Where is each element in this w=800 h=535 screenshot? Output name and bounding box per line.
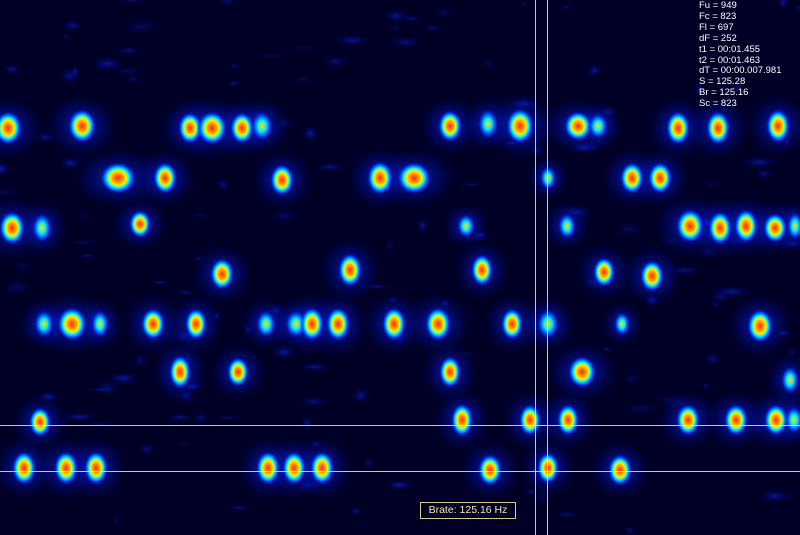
readout-row: dF = 252	[699, 32, 737, 44]
time-cursor-line-2[interactable]	[547, 0, 548, 535]
readout-row: Br = 125.16	[699, 87, 749, 99]
readout-row: Sc = 823	[699, 98, 737, 110]
readout-value: 949	[720, 0, 737, 11]
readout-label: t2	[699, 54, 707, 66]
readout-label: dT	[699, 65, 710, 77]
readout-label: Br	[699, 87, 709, 99]
brate-label: Brate: 125.16 Hz	[420, 502, 516, 519]
readout-row: Fc = 823	[699, 10, 737, 22]
readout-row: dT = 00:00.007.981	[699, 65, 782, 77]
readout-label: Fu	[699, 0, 711, 11]
readout-value: 252	[720, 32, 737, 44]
readout-label: t1	[699, 43, 707, 55]
frequency-cursor-lower[interactable]	[0, 471, 800, 472]
readout-value: 00:01.463	[717, 54, 761, 66]
readout-label: dF	[699, 32, 711, 44]
readout-row: Fu = 949	[699, 0, 737, 11]
spectrogram-energy	[0, 108, 800, 486]
readout-value: 125.28	[716, 76, 746, 88]
readout-label: S	[699, 76, 706, 88]
readout-value: 697	[717, 21, 734, 33]
readout-row: t2 = 00:01.463	[699, 54, 761, 66]
time-cursor-line[interactable]	[535, 0, 536, 535]
readout-row: S = 125.28	[699, 76, 746, 88]
readout-value: 823	[720, 98, 737, 110]
measurement-readout: Fu = 949 Fc = 823 Fl = 697 dF = 252 t1 =…	[699, 0, 799, 110]
readout-label: Sc	[699, 98, 711, 110]
readout-label: Fl	[699, 21, 707, 33]
readout-row: Fl = 697	[699, 21, 734, 33]
frequency-cursor-upper[interactable]	[0, 425, 800, 426]
readout-value: 125.16	[719, 87, 749, 99]
readout-row: t1 = 00:01.455	[699, 43, 761, 55]
readout-value: 00:00.007.981	[720, 65, 782, 77]
readout-value: 823	[720, 10, 737, 22]
readout-value: 00:01.455	[717, 43, 761, 55]
readout-label: Fc	[699, 10, 710, 22]
